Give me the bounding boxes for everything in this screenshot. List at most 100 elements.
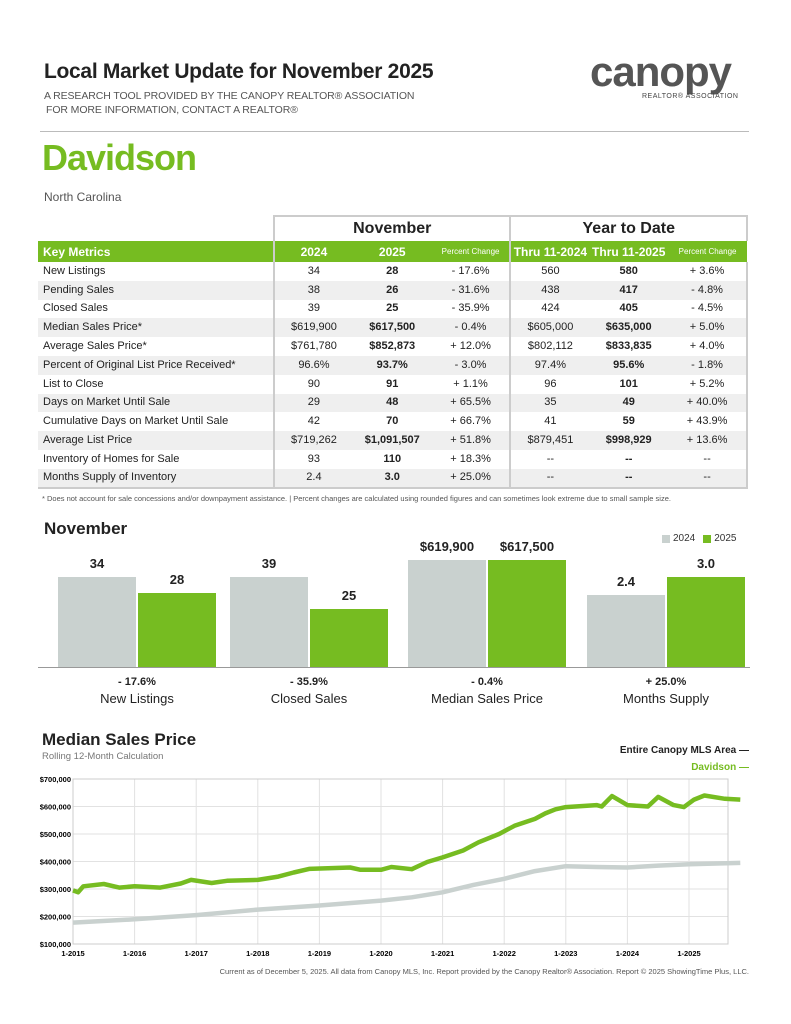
x-tick-label: 1-2021 (431, 949, 454, 958)
line-chart: $100,000 $200,000 $300,000 $400,000 $500,000… (40, 775, 741, 958)
metric-value: $802,112 (509, 337, 590, 356)
table-row: Closed Sales 39 25 - 35.9% 424 405 - 4.5% (38, 299, 748, 319)
divider (40, 131, 749, 132)
metric-value: -- (668, 449, 748, 469)
bar-2024 (408, 560, 486, 667)
table-row: Months Supply of Inventory 2.4 3.0 + 25.0% -… (38, 468, 748, 488)
metric-value: 560 (509, 262, 590, 281)
metric-label: Inventory of Homes for Sale (43, 452, 180, 465)
metric-value: $852,873 (369, 340, 416, 353)
x-tick-label: 1-2016 (123, 949, 146, 958)
metric-value: 3.0 (384, 471, 400, 484)
table-row: Median Sales Price* $619,900 $617,500 - 0.4… (38, 318, 748, 338)
legend-canopy: Entire Canopy MLS Area — (619, 745, 749, 756)
metric-value: 95.6% (613, 358, 645, 371)
metric-value: $998,929 (605, 434, 652, 447)
metric-value: + 1.1% (453, 377, 488, 390)
metric-value: 417 (619, 283, 638, 296)
bar-value-label: 3.0 (696, 556, 716, 571)
y-tick-label: $700,000 (40, 775, 71, 784)
group-percent-change: + 25.0% (645, 676, 687, 688)
bar-legend: 2024 2025 (662, 533, 737, 545)
metric-value: + 66.7% (450, 415, 491, 428)
group-ytd: Year to Date (510, 215, 748, 241)
y-tick-label: $200,000 (40, 913, 71, 922)
x-tick-label: 1-2018 (246, 949, 269, 958)
y-tick-label: $500,000 (40, 830, 71, 839)
metric-value: 70 (386, 415, 399, 428)
metric-value: 438 (509, 280, 590, 300)
bar-2025 (667, 577, 745, 667)
metric-value: -- (625, 452, 633, 465)
metric-value: + 4.0% (668, 337, 748, 356)
legend-2024: 2024 (662, 533, 695, 545)
metric-value: 101 (619, 377, 638, 390)
column-header: 2024 (273, 241, 353, 262)
metric-value: 48 (386, 396, 399, 409)
column-header: Key Metrics (38, 241, 274, 262)
bar-value-label: $619,900 (419, 539, 475, 554)
y-tick-label: $300,000 (40, 885, 71, 894)
line-chart-title: Median Sales Price (42, 730, 197, 749)
metric-value: 42 (273, 412, 353, 432)
y-tick-label: $600,000 (40, 803, 71, 812)
column-header: 2025 (352, 241, 432, 262)
metric-value: + 18.3% (450, 452, 491, 465)
x-tick-label: 1-2025 (677, 949, 700, 958)
legend-davidson: Davidson — (691, 762, 749, 773)
group-label: New Listings (100, 691, 174, 706)
area-name: Davidson (42, 137, 197, 178)
canopy-logo: canopy REALTOR® ASSOCIATION (590, 51, 760, 102)
table-row: Days on Market Until Sale 29 48 + 65.5% 35 49… (38, 393, 748, 413)
metric-value: 93.7% (376, 358, 408, 371)
subtitle-line-2: FOR MORE INFORMATION, CONTACT A REALTOR® (46, 104, 298, 116)
metric-value: 110 (383, 452, 402, 465)
table-row: Percent of Original List Price Received*… (38, 355, 748, 375)
metric-label: Days on Market Until Sale (43, 396, 171, 409)
group-november: November (272, 215, 512, 241)
metric-value: + 43.9% (668, 412, 748, 432)
metric-value: 97.4% (509, 355, 590, 375)
metric-label: Months Supply of Inventory (43, 471, 177, 484)
x-tick-label: 1-2023 (554, 949, 577, 958)
metric-value: $833,835 (605, 340, 652, 353)
metric-value: $1,091,507 (364, 434, 420, 447)
metric-value: 424 (509, 299, 590, 319)
column-header: Percent Change (668, 241, 747, 262)
metric-label: Pending Sales (43, 283, 114, 296)
metric-value: 34 (273, 262, 353, 281)
metric-value: + 25.0% (450, 471, 491, 484)
metric-value: 90 (273, 374, 353, 394)
footnote: * Does not account for sale concessions … (42, 494, 671, 503)
y-tick-label: $100,000 (40, 940, 71, 949)
metric-value: 93 (273, 449, 353, 469)
metric-value: - 4.5% (668, 299, 748, 319)
metric-label: Closed Sales (43, 302, 108, 315)
metric-value: 35 (509, 393, 590, 413)
metric-value: - 35.9% (451, 302, 490, 315)
metric-value: 96 (509, 374, 590, 394)
state-name: North Carolina (44, 190, 122, 204)
metric-value: $719,262 (273, 431, 353, 450)
metric-value: 28 (386, 264, 399, 277)
metric-value: - 0.4% (454, 321, 487, 334)
bar-value-label: 39 (261, 556, 277, 571)
table-row: Pending Sales 38 26 - 31.6% 438 417 - 4.8% (38, 280, 748, 300)
metric-label: New Listings (43, 264, 106, 277)
metric-label: Average List Price (43, 434, 133, 447)
bar-2025 (310, 609, 388, 667)
metric-value: $619,900 (273, 318, 353, 338)
metric-value: + 5.0% (668, 318, 748, 338)
group-label: Months Supply (623, 691, 709, 706)
metric-value: + 5.2% (668, 374, 748, 394)
bar-2025 (488, 560, 566, 667)
bar-value-label: 34 (89, 556, 105, 571)
metric-value: + 13.6% (668, 431, 748, 450)
metric-value: 96.6% (273, 355, 353, 375)
metric-value: -- (509, 468, 590, 488)
metric-value: - 1.8% (668, 355, 748, 375)
metric-value: + 51.8% (450, 434, 491, 447)
group-percent-change: - 35.9% (290, 676, 328, 688)
metric-value: 39 (273, 299, 353, 319)
bar-2024 (587, 595, 665, 667)
